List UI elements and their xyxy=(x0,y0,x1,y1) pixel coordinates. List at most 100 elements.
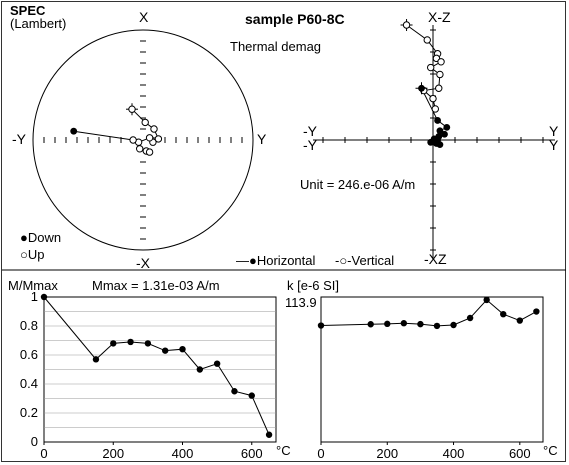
series-point xyxy=(248,392,255,399)
zij-horizontal-point xyxy=(427,138,435,146)
zij-vertical-point xyxy=(436,70,444,79)
x-tick-label: 400 xyxy=(172,446,194,461)
y-tick-label: 0.2 xyxy=(20,405,38,420)
series-point xyxy=(127,338,134,346)
stereonet-up-point xyxy=(136,145,144,153)
susceptibility-title: k [e-6 SI] xyxy=(287,278,340,293)
x-tick-label: 0 xyxy=(40,446,47,461)
zij-horizontal-point xyxy=(418,84,425,92)
y-tick-label: 0 xyxy=(31,434,38,449)
susceptibility-plot-frame xyxy=(320,296,544,443)
series-point xyxy=(110,340,117,347)
stereonet-up-point xyxy=(150,125,158,133)
series-point xyxy=(533,308,540,315)
series-point xyxy=(433,322,441,330)
zij-axis-y-bottom: Y xyxy=(549,137,559,153)
sample-title: sample P60-8C xyxy=(245,11,345,27)
series-point xyxy=(144,340,152,347)
legend-up-marker: ○ xyxy=(20,247,28,262)
series-point xyxy=(196,366,204,373)
x-tick-label: 600 xyxy=(509,446,531,461)
series-point xyxy=(367,321,374,328)
susceptibility-max-label: 113.9 xyxy=(285,295,317,310)
stereonet-up-point xyxy=(145,134,154,142)
y-tick-label: 0.4 xyxy=(20,376,38,391)
zij-axis-minus-y-top: -Y xyxy=(303,123,317,139)
demag-type-label: Thermal demag xyxy=(230,39,322,54)
stereonet-down-point xyxy=(70,127,78,135)
series-point xyxy=(384,320,391,328)
zij-axis-minus-y-bottom: -Y xyxy=(303,137,317,153)
mmax-title: Mmax = 1.31e-03 A/m xyxy=(92,278,220,293)
stereonet-axis-minus-y: -Y xyxy=(12,131,26,147)
zij-vertical-point xyxy=(427,63,435,72)
zij-vertical-point xyxy=(423,36,431,44)
stereonet-ticks xyxy=(43,40,243,240)
legend-down: ●Down xyxy=(20,230,62,245)
series-point xyxy=(213,360,221,367)
stereonet-axis-minus-x: -X xyxy=(136,255,150,271)
zij-horizontal-point xyxy=(443,123,451,131)
stereonet-up-point xyxy=(145,148,154,156)
mmax-grid xyxy=(44,311,276,428)
series-point xyxy=(466,314,474,322)
zij-vertical-point xyxy=(437,58,445,66)
stereonet-axis-x: X xyxy=(139,9,149,25)
y-tick-label: 0.6 xyxy=(20,347,38,362)
stereonet-up-point xyxy=(129,136,137,144)
stereonet-circle xyxy=(32,29,254,251)
zij-vertical-point xyxy=(435,84,443,92)
zij-axis-x-z: X-Z xyxy=(428,9,451,25)
stereonet-up-point xyxy=(154,135,163,143)
y-tick-label: 1 xyxy=(31,289,38,304)
series-point xyxy=(516,317,524,324)
series-point xyxy=(450,321,457,329)
legend-down-marker: ● xyxy=(20,230,28,245)
series-point xyxy=(92,356,100,363)
series-point xyxy=(400,320,408,327)
legend-vertical-marker: -○- xyxy=(335,253,352,268)
legend-horizontal: —●Horizontal xyxy=(236,253,316,268)
series-point xyxy=(317,322,325,329)
zij-horizontal-point xyxy=(436,141,444,149)
x-tick-label: 0 xyxy=(317,446,324,461)
series-point xyxy=(417,320,424,328)
stereonet-up-point xyxy=(141,118,149,127)
mmax-ticks: 0 0.2 0.4 0.6 0.8 1 0 200 400 600 xyxy=(20,289,263,461)
zij-points xyxy=(400,19,451,149)
zij-unit-label: Unit = 246.e-06 A/m xyxy=(300,177,416,192)
mmax-ylabel: M/Mmax xyxy=(8,278,58,293)
series-point xyxy=(500,310,507,318)
x-tick-label: 600 xyxy=(241,446,263,461)
x-tick-label: 200 xyxy=(376,446,398,461)
legend-vertical: -○-Vertical xyxy=(335,253,395,268)
spec-title: SPEC xyxy=(10,3,46,18)
stereonet-points xyxy=(70,103,163,156)
susceptibility-xunit: °C xyxy=(543,443,558,458)
x-tick-label: 400 xyxy=(443,446,465,461)
legend-horizontal-marker: —● xyxy=(236,253,257,268)
series-line xyxy=(43,296,270,435)
series-point xyxy=(161,347,169,354)
zij-axis-minus-xz: -XZ xyxy=(424,251,447,267)
x-tick-label: 200 xyxy=(102,446,124,461)
zij-horizontal-point xyxy=(441,130,448,138)
mmax-series xyxy=(40,293,273,438)
zij-vertical-point xyxy=(402,21,411,29)
series-point xyxy=(179,346,186,353)
series-point xyxy=(231,388,238,395)
susceptibility-series xyxy=(317,296,540,330)
susceptibility-ticks: 0 200 400 600 xyxy=(317,442,531,461)
legend-up: ○Up xyxy=(20,247,45,262)
projection-label: (Lambert) xyxy=(10,16,67,31)
stereonet-up-point xyxy=(128,105,136,113)
zij-vertical-point xyxy=(429,94,437,103)
zij-horizontal-point xyxy=(434,117,441,124)
zij-vertical-point xyxy=(431,105,439,113)
series-point xyxy=(483,296,490,304)
zij-axis-y-top: Y xyxy=(549,123,559,139)
stereonet-axis-y: Y xyxy=(257,131,267,147)
